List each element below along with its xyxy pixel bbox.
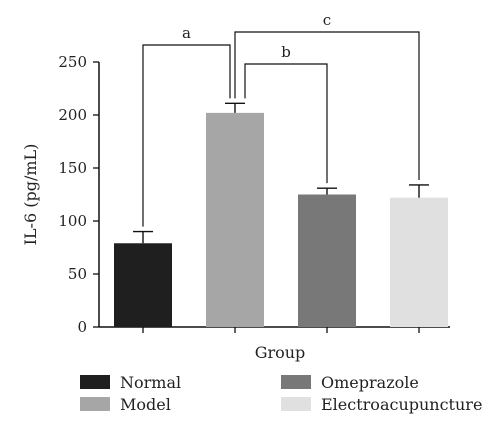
y-tick-label-100: 100	[58, 212, 87, 230]
significance-bracket-c	[234, 31, 420, 180]
legend-label-normal: Normal	[120, 373, 181, 392]
bar-electroacupuncture	[390, 197, 448, 327]
bar-model	[206, 112, 264, 327]
significance-bracket-b	[244, 63, 328, 184]
y-tick-label-150: 150	[58, 159, 87, 177]
significance-label-a: a	[182, 24, 191, 42]
bar-normal	[114, 243, 172, 327]
legend-swatch-electroacupuncture	[281, 397, 311, 411]
significance-bracket-a	[142, 44, 231, 227]
y-axis-label: IL-6 (pg/mL)	[21, 144, 40, 246]
legend-swatch-model	[80, 397, 110, 411]
significance-label-c: c	[323, 11, 331, 29]
legend-swatch-normal	[80, 375, 110, 389]
bar-omeprazole	[298, 194, 356, 327]
y-tick-label-200: 200	[58, 106, 87, 124]
x-axis-label: Group	[255, 343, 306, 362]
legend-label-omeprazole: Omeprazole	[321, 373, 419, 392]
legend-label-electroacupuncture: Electroacupuncture	[321, 395, 482, 414]
y-tick-label-250: 250	[58, 53, 87, 71]
significance-label-b: b	[281, 43, 291, 61]
y-tick-label-0: 0	[77, 318, 87, 336]
legend-swatch-omeprazole	[281, 375, 311, 389]
y-tick-label-50: 50	[68, 265, 87, 283]
legend-label-model: Model	[120, 395, 171, 414]
